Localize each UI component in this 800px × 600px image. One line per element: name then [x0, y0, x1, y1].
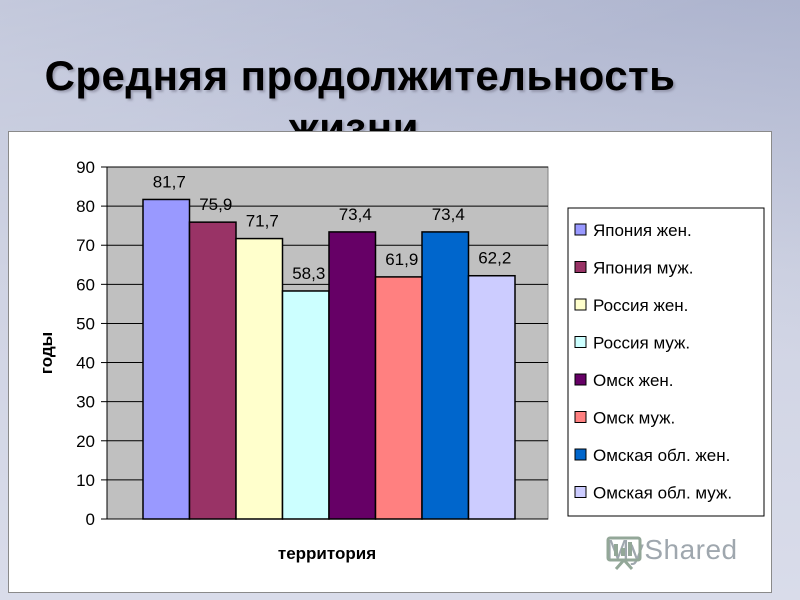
legend-swatch	[574, 298, 587, 311]
legend-swatch	[574, 336, 587, 348]
data-label: 75,9	[199, 195, 232, 214]
watermark-logo: MyShared	[606, 534, 738, 570]
slide-title: Средняя продолжительность жизни.	[0, 50, 720, 154]
bar	[188, 221, 237, 520]
legend-label: Россия жен.	[593, 296, 688, 315]
legend-label: Омск муж.	[593, 409, 675, 428]
presentation-board-icon	[606, 536, 642, 570]
legend-swatch	[574, 223, 587, 236]
legend-label: Япония жен.	[593, 221, 692, 240]
bar	[374, 276, 423, 520]
y-tick-label: 0	[86, 510, 95, 529]
legend-label: Омская обл. муж.	[593, 484, 732, 503]
data-label: 58,3	[292, 264, 325, 283]
y-tick-label: 10	[76, 471, 95, 490]
data-label: 81,7	[153, 172, 186, 191]
data-label: 73,4	[432, 205, 465, 224]
legend-label: Япония муж.	[593, 259, 693, 278]
chart-panel: 0 10 20 30 40 50 60 70 80 90 81,7 75,9 71,7 58,3 73,4 6…	[8, 131, 772, 593]
x-axis-title: территория	[278, 544, 376, 563]
bar	[328, 231, 377, 520]
bar	[467, 274, 516, 520]
legend-label: Омская обл. жен.	[593, 446, 730, 465]
y-axis-title: годы	[37, 332, 56, 374]
y-tick-label: 90	[76, 158, 95, 177]
y-tick-label: 20	[76, 432, 95, 451]
legend-label: Россия муж.	[593, 334, 690, 353]
y-tick-label: 50	[76, 314, 95, 333]
legend-swatch	[574, 448, 587, 461]
data-label: 73,4	[339, 205, 372, 224]
legend-label: Омск жен.	[593, 371, 674, 390]
data-label: 62,2	[478, 249, 511, 268]
bar-chart: 0 10 20 30 40 50 60 70 80 90 81,7 75,9 71,7 58,3 73,4 6…	[37, 158, 765, 563]
legend-swatch	[574, 373, 587, 386]
bar	[142, 198, 191, 520]
bar	[281, 290, 330, 520]
y-tick-label: 80	[76, 197, 95, 216]
slide-title-line-1: Средняя продолжительность	[44, 52, 676, 100]
legend-swatch	[574, 261, 587, 273]
data-label: 71,7	[246, 212, 279, 231]
y-tick-label: 30	[76, 393, 95, 412]
y-tick-label: 70	[76, 236, 95, 255]
legend	[567, 207, 765, 517]
bar	[421, 231, 470, 520]
legend-swatch	[574, 411, 587, 423]
legend-swatch	[574, 486, 587, 498]
y-tick-label: 60	[76, 275, 95, 294]
y-tick-label: 40	[76, 354, 95, 373]
data-label: 61,9	[385, 250, 418, 269]
bar	[235, 237, 284, 520]
